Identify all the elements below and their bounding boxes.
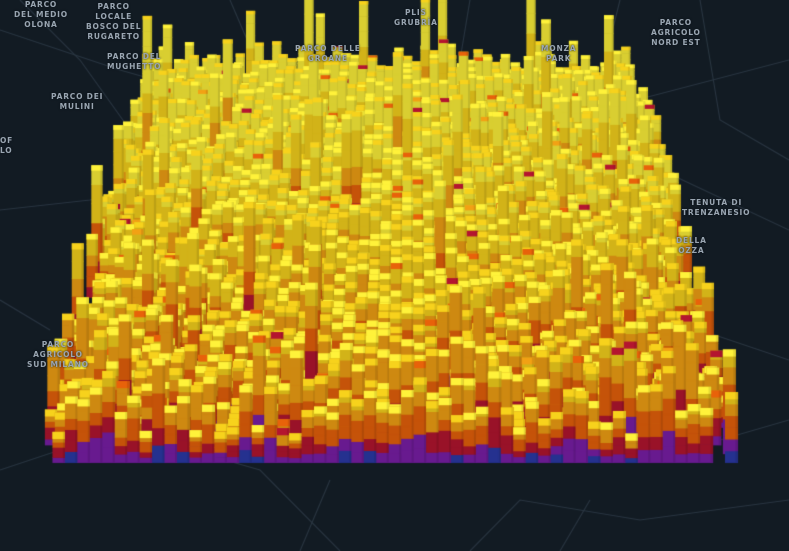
place-label-plis-grubria: PLIS GRUBRÌA: [394, 8, 438, 27]
place-label-edge-lo: OF LO: [0, 136, 14, 155]
place-label-parco-del-mughetto: PARCO DEL MUGHETTO: [107, 52, 162, 71]
place-label-parco-del-medio-olona: PARCO DEL MEDIO OLONA: [14, 0, 68, 29]
place-label-della-ozza: DELLA OZZA: [676, 236, 707, 255]
place-label-parco-delle-groane: PARCO DELLE GROANE: [295, 44, 361, 63]
place-label-parco-dei-mulini: PARCO DEI MULINI: [51, 92, 104, 111]
place-label-monza-park: MONZA PARK: [541, 44, 577, 63]
place-label-tenuta-di-trenzanesio: TENUTA DI TRENZANESIO: [682, 198, 751, 217]
place-label-parco-locale-bosco-del-rugareto: PARCO LOCALE BOSCO DEL RUGARETO: [86, 2, 142, 41]
place-label-parco-agricolo-nord-est: PARCO AGRICOLO NORD EST: [651, 18, 701, 47]
place-label-parco-agricolo-sud-milano: PARCO AGRICOLO SUD MILANO: [27, 340, 89, 369]
